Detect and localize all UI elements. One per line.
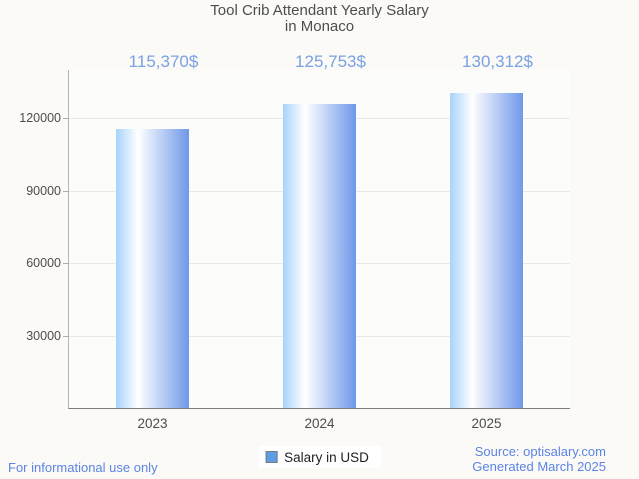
- legend: Salary in USD: [258, 446, 381, 468]
- y-axis-tick: [63, 118, 69, 120]
- source-info: Source: optisalary.com Generated March 2…: [472, 444, 606, 474]
- plot-area: 30000 60000 90000 120000 115,370$ 2023 125,753…: [19, 53, 570, 431]
- bar-value-label: 125,753$: [295, 52, 366, 71]
- y-axis-label: 30000: [26, 328, 61, 343]
- legend-label: Salary in USD: [284, 449, 369, 465]
- chart-title-line1: Tool Crib Attendant Yearly Salary: [210, 2, 429, 19]
- bar[interactable]: [116, 129, 189, 408]
- generated-line: Generated March 2025: [472, 458, 606, 474]
- chart-title-line2: in Monaco: [284, 17, 355, 35]
- disclaimer-text: For informational use only: [8, 460, 158, 475]
- source-line: Source: optisalary.com: [474, 444, 606, 459]
- x-axis-label: 2025: [471, 416, 502, 431]
- y-axis-tick: [63, 335, 69, 337]
- legend-marker-square: [265, 451, 278, 463]
- bar[interactable]: [283, 104, 356, 408]
- y-axis-tick: [63, 190, 69, 192]
- bar-value-label: 130,312$: [462, 52, 533, 71]
- y-axis-label: 90000: [26, 183, 61, 198]
- x-axis-label: 2023: [137, 416, 168, 431]
- x-axis-label: 2024: [304, 416, 335, 431]
- y-axis-tick: [63, 263, 69, 265]
- chart-title: Tool Crib Attendant Yearly Salary in Mon…: [0, 3, 639, 34]
- y-axis-label: 120000: [19, 111, 61, 126]
- y-axis-label: 60000: [26, 256, 61, 271]
- bar-value-label: 115,370$: [128, 52, 199, 71]
- bar[interactable]: [450, 93, 523, 408]
